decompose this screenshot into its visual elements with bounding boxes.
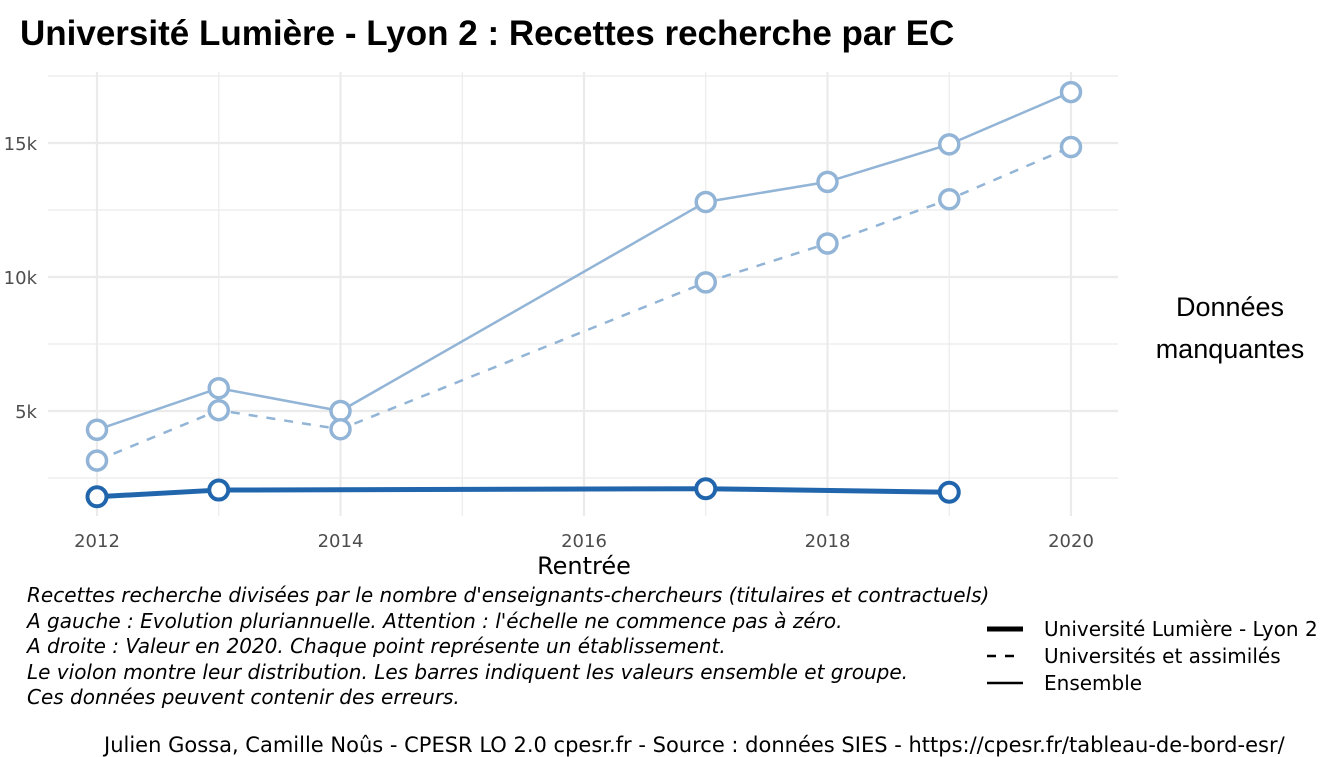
data-point-ensemble	[329, 399, 352, 423]
data-point-lyon2	[694, 477, 718, 501]
data-point-ensemble	[1059, 80, 1083, 104]
series-line-lyon2	[96, 486, 950, 500]
y-tick-label: 15k	[4, 134, 38, 155]
legend-item-universites: Universités et assimilés	[985, 642, 1318, 669]
x-axis-title: Rentrée	[537, 552, 631, 580]
data-point-universites	[329, 417, 352, 441]
data-point-ensemble	[816, 170, 839, 194]
x-tick-label: 2020	[1048, 531, 1094, 552]
y-tick-label: 5k	[15, 402, 37, 423]
x-tick-label: 2018	[805, 531, 851, 552]
missing-data-note: Données manquantes	[1130, 286, 1330, 370]
caption-line: A gauche : Evolution pluriannuelle. Atte…	[27, 608, 843, 633]
data-point-ensemble	[85, 418, 109, 442]
legend-label: Université Lumière - Lyon 2	[1044, 616, 1318, 641]
y-tick-label: 10k	[4, 268, 38, 289]
x-tick-label: 2014	[318, 531, 364, 552]
data-point-lyon2	[85, 485, 109, 509]
legend-item-lyon2: Université Lumière - Lyon 2	[985, 615, 1318, 642]
data-point-ensemble	[938, 133, 961, 156]
data-point-universites	[1059, 135, 1083, 159]
missing-data-line-1: Données	[1175, 292, 1285, 322]
legend-key-dashed	[985, 649, 1025, 663]
data-point-universites	[85, 449, 109, 472]
caption-line: Recettes recherche divisées par le nombr…	[27, 583, 990, 607]
legend-key-thick-solid	[985, 622, 1025, 636]
legend: Université Lumière - Lyon 2 Universités …	[985, 615, 1318, 696]
series-layer	[85, 80, 1083, 509]
tick-labels: 2012 2014 2016 2018 2020 5k 10k 15k	[4, 134, 1094, 552]
data-point-ensemble	[207, 376, 230, 400]
caption-line: Le violon montre leur distribution. Les …	[27, 659, 908, 684]
data-point-universites	[694, 271, 717, 294]
data-point-universites	[816, 232, 839, 255]
legend-item-ensemble: Ensemble	[985, 669, 1318, 696]
missing-data-line-2: manquantes	[1155, 334, 1305, 364]
x-tick-label: 2012	[74, 531, 120, 552]
data-point-lyon2	[937, 480, 961, 504]
chart-title: Université Lumière - Lyon 2 : Recettes r…	[20, 14, 955, 53]
legend-label: Universités et assimilés	[1044, 643, 1281, 668]
data-point-universites	[207, 398, 230, 422]
legend-label: Ensemble	[1044, 670, 1143, 695]
caption: Recettes recherche divisées par le nombr…	[27, 583, 989, 711]
x-tick-label: 2016	[561, 531, 607, 552]
data-point-lyon2	[207, 478, 231, 502]
caption-line: A droite : Valeur en 2020. Chaque point …	[27, 634, 726, 658]
gridlines	[48, 72, 1118, 516]
caption-line: Ces données peuvent contenir des erreurs…	[27, 685, 460, 709]
footer-credits: Julien Gossa, Camille Noûs - CPESR LO 2.…	[104, 733, 1285, 757]
data-point-universites	[938, 188, 961, 211]
data-point-ensemble	[694, 190, 717, 214]
legend-key-solid	[985, 676, 1025, 690]
